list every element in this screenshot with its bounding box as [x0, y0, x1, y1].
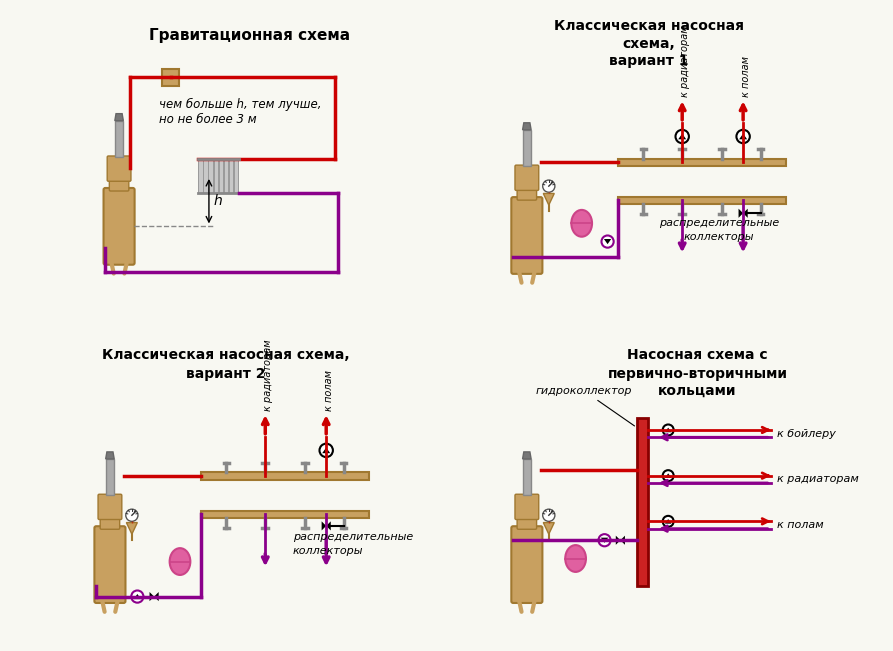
Bar — [163, 68, 179, 86]
Text: Классическая насосная схема,: Классическая насосная схема, — [102, 348, 349, 363]
Circle shape — [663, 470, 673, 481]
Polygon shape — [739, 133, 747, 139]
Polygon shape — [522, 452, 531, 459]
Bar — [204, 159, 208, 193]
Bar — [208, 159, 213, 193]
FancyBboxPatch shape — [104, 188, 135, 265]
Bar — [618, 159, 786, 166]
Text: схема,: схема, — [622, 38, 675, 51]
FancyBboxPatch shape — [517, 188, 537, 200]
FancyBboxPatch shape — [515, 494, 538, 519]
Polygon shape — [154, 592, 159, 601]
Text: гидроколлектор: гидроколлектор — [536, 386, 635, 426]
Polygon shape — [321, 521, 326, 531]
Text: чем больше h, тем лучше,: чем больше h, тем лучше, — [159, 98, 321, 111]
Polygon shape — [105, 452, 114, 459]
FancyBboxPatch shape — [100, 517, 120, 529]
Polygon shape — [665, 473, 672, 478]
Bar — [115, 120, 122, 157]
Text: коллекторы: коллекторы — [293, 546, 363, 556]
Polygon shape — [543, 523, 555, 534]
FancyBboxPatch shape — [95, 526, 126, 603]
Polygon shape — [134, 594, 141, 599]
Polygon shape — [743, 209, 747, 218]
Polygon shape — [616, 536, 621, 545]
Circle shape — [131, 590, 144, 603]
Polygon shape — [678, 133, 686, 139]
Circle shape — [675, 130, 689, 143]
Circle shape — [663, 424, 673, 436]
Bar — [618, 197, 786, 204]
Polygon shape — [127, 523, 138, 534]
Polygon shape — [739, 209, 743, 218]
Text: коллекторы: коллекторы — [683, 232, 754, 242]
FancyBboxPatch shape — [517, 517, 537, 529]
Text: к полам: к полам — [740, 56, 750, 97]
Text: h: h — [213, 194, 222, 208]
Circle shape — [737, 130, 750, 143]
FancyBboxPatch shape — [512, 197, 542, 274]
Bar — [198, 159, 203, 193]
FancyBboxPatch shape — [512, 526, 542, 603]
Polygon shape — [326, 521, 330, 531]
Text: Насосная схема с: Насосная схема с — [627, 348, 768, 363]
Text: к полам: к полам — [323, 370, 334, 411]
Polygon shape — [665, 519, 672, 523]
Text: вариант 2: вариант 2 — [186, 367, 265, 381]
Text: к радиаторам: к радиаторам — [263, 339, 272, 411]
Text: кольцами: кольцами — [658, 383, 737, 397]
Circle shape — [663, 516, 673, 527]
Polygon shape — [522, 123, 531, 130]
Text: распределительные: распределительные — [293, 533, 413, 542]
FancyBboxPatch shape — [107, 156, 131, 181]
Polygon shape — [665, 428, 672, 432]
Bar — [213, 159, 218, 193]
Bar — [234, 159, 238, 193]
Polygon shape — [604, 239, 611, 244]
Bar — [201, 510, 369, 518]
Text: первично-вторичными: первично-вторичными — [607, 367, 788, 381]
Polygon shape — [322, 447, 330, 453]
Text: Гравитационная схема: Гравитационная схема — [149, 29, 351, 44]
Bar — [637, 419, 648, 586]
Polygon shape — [115, 114, 123, 120]
Polygon shape — [543, 193, 555, 205]
Polygon shape — [621, 536, 625, 545]
Bar — [523, 459, 530, 495]
Text: к бойлеру: к бойлеру — [777, 428, 836, 439]
Bar — [523, 130, 530, 167]
FancyBboxPatch shape — [515, 165, 538, 190]
Polygon shape — [601, 538, 608, 543]
Bar — [219, 159, 223, 193]
FancyBboxPatch shape — [98, 494, 121, 519]
Text: Классическая насосная: Классическая насосная — [554, 20, 744, 33]
Polygon shape — [149, 592, 154, 601]
Bar — [106, 459, 113, 495]
Circle shape — [543, 180, 555, 192]
Bar — [229, 159, 233, 193]
Text: к радиаторам: к радиаторам — [777, 475, 858, 484]
Ellipse shape — [565, 545, 586, 572]
Ellipse shape — [572, 210, 592, 237]
Text: к полам: к полам — [777, 520, 823, 530]
Text: распределительные: распределительные — [659, 218, 779, 229]
Circle shape — [543, 509, 555, 521]
Circle shape — [602, 236, 613, 247]
Text: но не более 3 м: но не более 3 м — [159, 113, 256, 126]
Ellipse shape — [170, 548, 190, 575]
Circle shape — [320, 444, 333, 457]
Circle shape — [598, 534, 611, 546]
FancyBboxPatch shape — [109, 179, 129, 191]
Circle shape — [126, 509, 138, 521]
Bar — [224, 159, 228, 193]
Text: вариант 1: вариант 1 — [609, 54, 689, 68]
Bar — [201, 473, 369, 480]
Text: к радиаторам: к радиаторам — [680, 25, 689, 97]
